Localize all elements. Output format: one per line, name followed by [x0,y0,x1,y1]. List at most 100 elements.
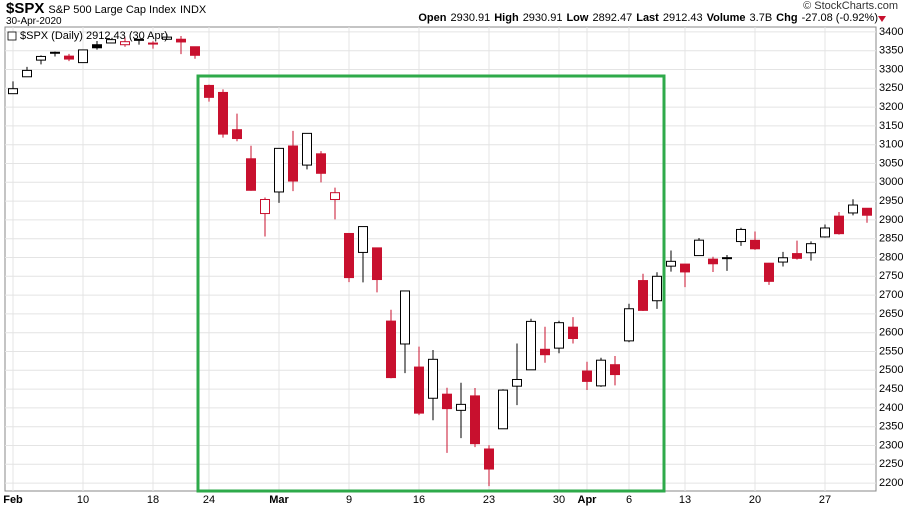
candle-body [470,395,480,445]
candle-body [36,55,46,61]
candle-body [372,247,382,281]
candle-body [190,46,200,56]
candle-body [484,448,494,470]
candle-body [8,88,18,95]
candle-body [708,258,718,265]
y-tick-label: 2600 [879,327,903,339]
y-tick-label: 2350 [879,421,903,433]
candle-body [302,132,312,166]
value: 2930.91 [522,12,563,24]
y-tick-label: 2950 [879,195,903,207]
y-tick-label: 3250 [879,82,903,94]
label: Chg [776,12,798,24]
x-tick-label: Apr [578,494,598,506]
quote: Open 2930.91 High 2930.91 Low 2892.47 Last 2… [418,12,878,24]
candle-body [106,39,116,44]
plot-frame [4,26,877,492]
label: Volume [706,12,746,24]
candle-body [442,393,452,410]
x-tick-label: Mar [269,494,289,506]
x-tick-label: 30 [553,494,565,506]
candle-body [218,91,228,135]
value: 2892.47 [592,12,633,24]
legend: $SPX (Daily) 2912.43 (30 Apr) [20,30,168,42]
candle-body [456,403,466,411]
value: 2912.43 [662,12,703,24]
y-tick-label: 2800 [879,251,903,263]
candle-body [596,359,606,387]
x-tick-label: 13 [679,494,691,506]
y-tick-label: 2750 [879,270,903,282]
candle-body [330,192,340,201]
y-tick-label: 2450 [879,383,903,395]
y-tick-label: 2500 [879,364,903,376]
candle-body [78,49,88,64]
candle-body [624,308,634,342]
value: 2930.91 [450,12,491,24]
candle-body [848,204,858,214]
candle-body [134,38,144,41]
highlight-box [196,74,666,493]
value: 3.7B [749,12,773,24]
candle-body [666,260,676,267]
x-tick-label: 23 [483,494,495,506]
candle-body [652,275,662,302]
y-tick-label: 2650 [879,308,903,320]
header-title: $SPX S&P 500 Large Cap Index INDX [6,0,206,17]
y-tick-label: 2700 [879,289,903,301]
candle-body [22,69,32,78]
y-tick-label: 3100 [879,139,903,151]
candle-body [638,280,648,311]
x-tick-label: 10 [77,494,89,506]
candle-body [694,239,704,257]
x-tick-label: 27 [819,494,831,506]
x-tick-label: 20 [749,494,761,506]
candle-body [260,199,270,215]
candle-body [148,42,158,45]
candle-body [232,129,242,140]
x-tick-label: 18 [147,494,159,506]
y-tick-label: 3400 [879,26,903,38]
y-tick-label: 2400 [879,402,903,414]
candle-body [414,366,424,414]
candle-body [512,378,522,387]
candle-body [204,84,214,98]
candle-body [806,243,816,254]
candle-body [428,358,438,399]
label: Open [418,12,447,24]
candle-body [834,215,844,235]
candle-body [862,207,872,216]
y-tick-label: 2250 [879,458,903,470]
candle-body [162,36,172,40]
value: -27.08 (-0.92%) [801,12,878,24]
candle-body [764,262,774,282]
candle-body [274,147,284,193]
y-tick-label: 2550 [879,345,903,357]
candle-body [792,253,802,259]
candle-body [778,257,788,263]
x-tick-label: 16 [413,494,425,506]
label: Low [566,12,589,24]
copyright: © StockCharts.com [803,0,898,12]
x-tick-label: 6 [626,494,632,506]
candle-body [554,322,564,349]
candle-body [358,226,368,253]
y-tick-label: 3200 [879,101,903,113]
candle-body [498,389,508,430]
index-name: S&P 500 Large Cap Index [48,4,176,16]
candle-body [610,364,620,376]
candle-body [526,320,536,371]
candle-body [736,228,746,243]
y-tick-label: 2300 [879,439,903,451]
y-tick-label: 3000 [879,176,903,188]
candle-body [820,227,830,238]
y-tick-label: 3050 [879,157,903,169]
y-tick-label: 2900 [879,214,903,226]
candle-body [568,326,578,339]
y-tick-label: 2850 [879,233,903,245]
candle-body [246,158,256,191]
candle-body [750,239,760,250]
candle-body [722,257,732,260]
legend-icon [7,31,17,41]
